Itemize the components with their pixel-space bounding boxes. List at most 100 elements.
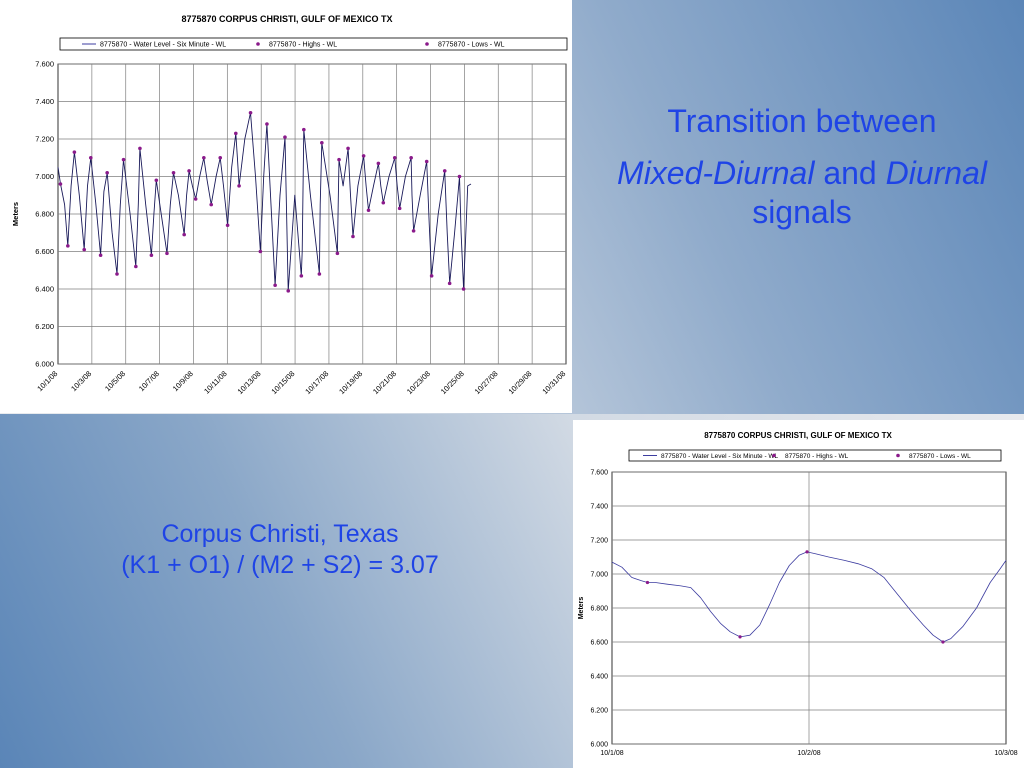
y-tick-label: 7.400 xyxy=(35,97,54,106)
legend-highs-marker xyxy=(256,42,260,46)
transition-line-1: Transition between xyxy=(667,103,937,139)
high-marker xyxy=(265,122,269,126)
high-marker xyxy=(320,140,324,145)
water-level-series-line xyxy=(57,112,472,292)
high-marker xyxy=(361,154,366,158)
low-marker xyxy=(411,229,416,233)
low-marker xyxy=(738,635,742,639)
high-marker xyxy=(187,169,191,173)
x-tick-label: 10/13/08 xyxy=(236,369,263,396)
high-marker xyxy=(218,155,223,160)
x-tick-label: 10/9/08 xyxy=(171,369,195,393)
legend-lows-marker xyxy=(896,453,900,458)
x-tick-label: 10/21/08 xyxy=(371,369,398,396)
y-tick-label: 7.000 xyxy=(590,571,608,578)
high-marker xyxy=(234,131,238,136)
high-marker xyxy=(283,135,287,139)
y-tick-label: 6.200 xyxy=(590,707,608,714)
chart-legend: 8775870 - Water Level - Six Minute - WL 8… xyxy=(59,37,568,51)
monthly-chart: 8775870 CORPUS CHRISTI, GULF OF MEXICO T… xyxy=(11,14,568,396)
x-tick-label: 10/25/08 xyxy=(439,369,466,396)
high-marker xyxy=(171,170,176,175)
x-tick-label: 10/19/08 xyxy=(337,369,364,396)
legend-entry: 8775870 - Water Level - Six Minute - WL xyxy=(661,453,779,460)
mixed-diurnal-term: Mixed-Diurnal xyxy=(617,155,815,191)
chart-legend: 8775870 - Water Level - Six Minute - WL 8… xyxy=(628,449,1002,462)
low-marker xyxy=(447,281,452,286)
ratio-formula: (K1 + O1) / (M2 + S2) = 3.07 xyxy=(121,551,439,579)
chart-title: 8775870 CORPUS CHRISTI, GULF OF MEXICO T… xyxy=(704,431,892,440)
high-marker xyxy=(424,159,429,164)
low-marker xyxy=(115,272,119,276)
low-marker xyxy=(82,247,87,252)
low-marker xyxy=(134,264,138,269)
y-tick-label: 6.600 xyxy=(35,247,54,256)
y-axis-label: Meters xyxy=(11,202,20,226)
x-tick-label: 10/27/08 xyxy=(473,369,500,396)
high-marker xyxy=(202,155,206,160)
high-marker xyxy=(346,146,350,151)
x-tick-label: 10/2/08 xyxy=(797,750,820,757)
low-marker xyxy=(209,202,214,207)
low-marker xyxy=(165,251,169,256)
x-tick-label: 10/5/08 xyxy=(103,369,127,393)
legend-entry: 8775870 - Highs - WL xyxy=(785,453,849,460)
low-marker xyxy=(193,197,198,201)
high-marker xyxy=(248,110,253,115)
high-marker xyxy=(58,182,63,186)
x-tick-label: 10/1/08 xyxy=(35,369,59,393)
high-marker xyxy=(409,155,413,160)
legend-box xyxy=(628,449,1002,462)
y-tick-label: 7.200 xyxy=(35,135,54,144)
x-tick-label: 10/1/08 xyxy=(600,750,623,757)
high-marker xyxy=(805,550,809,554)
chart-title: 8775870 CORPUS CHRISTI, GULF OF MEXICO T… xyxy=(181,14,392,24)
two-day-chart: 8775870 CORPUS CHRISTI, GULF OF MEXICO T… xyxy=(578,431,1018,757)
y-tick-label: 6.400 xyxy=(590,673,608,680)
low-marker xyxy=(237,184,241,188)
high-marker xyxy=(302,127,306,132)
transition-line-2: Mixed-Diurnal and Diurnal xyxy=(590,152,1014,194)
low-marker xyxy=(351,234,355,239)
low-marker xyxy=(299,274,304,278)
transition-caption: Transition between Mixed-Diurnal and Diu… xyxy=(590,100,1014,230)
low-marker xyxy=(286,289,291,293)
x-tick-label: 10/3/08 xyxy=(69,369,93,393)
x-tick-label: 10/7/08 xyxy=(137,369,161,393)
high-marker xyxy=(337,157,341,162)
y-tick-label: 7.600 xyxy=(590,469,608,476)
legend-entry: 8775870 - Water Level - Six Minute - WL xyxy=(100,41,226,48)
low-marker xyxy=(66,244,70,248)
x-tick-label: 10/3/08 xyxy=(994,750,1017,757)
low-marker xyxy=(366,208,371,213)
high-marker xyxy=(376,161,381,166)
legend-lows-marker xyxy=(425,42,429,46)
y-tick-label: 6.400 xyxy=(35,285,54,294)
y-axis-label: Meters xyxy=(578,597,585,620)
high-marker xyxy=(442,169,447,173)
y-tick-label: 6.800 xyxy=(35,210,54,219)
y-tick-label: 6.600 xyxy=(590,639,608,646)
x-tick-label: 10/15/08 xyxy=(269,369,296,396)
high-marker xyxy=(457,174,462,179)
x-tick-label: 10/29/08 xyxy=(507,369,534,396)
water-level-series-line xyxy=(611,551,1007,643)
low-marker xyxy=(225,223,230,228)
location-line-1: Corpus Christi, Texas xyxy=(161,520,399,548)
low-marker xyxy=(317,272,322,276)
high-marker xyxy=(392,155,397,160)
legend-box xyxy=(59,37,568,51)
x-tick-label: 10/17/08 xyxy=(303,369,330,396)
high-marker xyxy=(121,157,126,162)
low-marker xyxy=(941,640,945,644)
high-marker xyxy=(138,146,142,151)
x-tick-label: 10/23/08 xyxy=(405,369,432,396)
low-marker xyxy=(335,251,340,256)
monthly-chart-panel: 8775870 CORPUS CHRISTI, GULF OF MEXICO T… xyxy=(0,0,572,413)
high-marker xyxy=(645,580,650,585)
legend-entry: 8775870 - Lows - WL xyxy=(438,41,505,48)
low-marker xyxy=(397,206,402,211)
x-tick-label: 10/11/08 xyxy=(202,369,229,396)
low-marker xyxy=(149,253,154,258)
location-caption: Corpus Christi, Texas (K1 + O1) / (M2 + … xyxy=(60,519,500,581)
